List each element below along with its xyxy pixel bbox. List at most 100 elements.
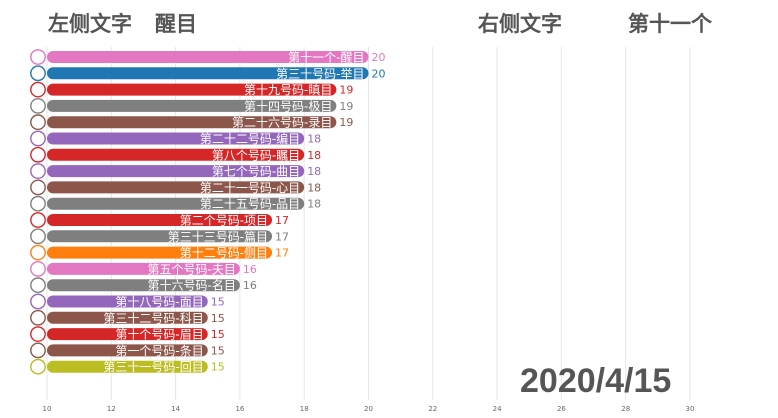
bar: [47, 99, 337, 112]
bar-row: 第十个号码-眉目 15: [30, 326, 225, 342]
bar-label: 第二十六号码-录目: [232, 116, 332, 130]
date-label: 2020/4/15: [520, 362, 672, 400]
avatar-icon: [30, 49, 46, 65]
bar-row: 第十一个-醒目 20: [30, 49, 386, 65]
bar-row: 第二十一号码-心目 18: [30, 179, 321, 196]
avatar-icon: [30, 65, 46, 82]
bar-value: 17: [275, 230, 289, 243]
avatar-icon: [30, 326, 46, 342]
avatar-icon: [30, 81, 46, 98]
bar-label: 第二十二号码-编目: [200, 131, 300, 146]
x-tick-label: 28: [621, 405, 630, 413]
bar: [47, 360, 208, 373]
bar: [47, 279, 240, 292]
bar: [47, 83, 337, 96]
bar-row: 第三十三号码-篇目 17: [30, 228, 289, 245]
x-tick-label: 30: [686, 405, 695, 413]
bar-label: 第十一个-醒目: [288, 51, 364, 65]
bar-row: 第二个号码-项目 17: [30, 212, 289, 228]
avatar-icon: [30, 277, 46, 294]
bar: [47, 116, 337, 129]
bar-row: 第三十号码-举目 20: [30, 65, 386, 82]
bar: [47, 246, 273, 259]
x-tick-label: 12: [107, 405, 116, 413]
x-tick-label: 24: [493, 405, 502, 413]
bar: [47, 328, 208, 341]
bar-value: 17: [275, 214, 289, 227]
bar-label: 第二个号码-项目: [180, 214, 268, 228]
avatar-icon: [30, 342, 46, 359]
x-tick-label: 10: [43, 405, 52, 413]
avatar-icon: [30, 260, 46, 277]
bar-row: 第二十六号码-录目 19: [30, 114, 353, 131]
bar-value: 15: [211, 328, 225, 341]
bar-label: 第十六号码-名目: [148, 278, 236, 293]
bar-value: 15: [211, 312, 225, 325]
bar: [47, 295, 208, 308]
bar-value: 18: [307, 198, 321, 211]
bar-label: 第七个号码-曲目: [212, 165, 300, 179]
bar: [47, 344, 208, 357]
bar-label: 第三十号码-举目: [276, 67, 364, 81]
bar-label: 第十四号码-极目: [244, 99, 332, 113]
bar-value: 18: [307, 181, 321, 194]
bar: [47, 132, 305, 145]
avatar-icon: [30, 228, 46, 245]
bar-value: 16: [243, 279, 257, 292]
avatar-icon: [30, 146, 46, 163]
x-tick-label: 22: [428, 405, 437, 413]
left-value: 醒目: [155, 12, 197, 36]
avatar-icon: [30, 98, 46, 114]
avatar-icon: [30, 195, 46, 212]
bar-label: 第五个号码-夫目: [148, 262, 236, 276]
bar-value: 15: [211, 361, 225, 374]
x-tick-label: 18: [300, 405, 309, 413]
tick-layer: 10 12 14 16 18 20 22 24 26 28 30: [43, 405, 695, 413]
bar-value: 17: [275, 247, 289, 260]
bar-row: 第二十五号码-品目 18: [30, 195, 321, 212]
bar-value: 19: [339, 84, 353, 97]
bar-value: 16: [243, 263, 257, 276]
bar-row: 第十二号码-侧目 17: [30, 244, 289, 261]
bar-row: 第八个号码-瞩目 18: [30, 146, 321, 163]
bar: [47, 51, 369, 63]
bar-row: 第一个号码-条目 15: [30, 342, 225, 359]
bar: [47, 165, 305, 178]
bar-value: 19: [339, 116, 353, 129]
bar-value: 15: [211, 296, 225, 309]
bar-label: 第十二号码-侧目: [180, 246, 268, 260]
bar-value: 18: [307, 165, 321, 178]
bar-row: 第三十一号码-回目 15: [30, 358, 225, 375]
bar-row: 第三十二号码-科目 15: [30, 309, 225, 326]
bar-row: 第十八号码-面目 15: [30, 293, 225, 310]
bar-value: 18: [307, 133, 321, 146]
bar-value: 20: [372, 51, 386, 64]
bar-label: 第十九号码-瞋目: [244, 83, 332, 97]
x-tick-label: 14: [171, 405, 180, 413]
bar-label: 第一个号码-条目: [115, 344, 203, 358]
x-tick-label: 26: [557, 405, 566, 413]
avatar-icon: [30, 244, 46, 261]
bar: [47, 214, 273, 226]
bar-value: 15: [211, 344, 225, 357]
bar-value: 19: [339, 100, 353, 113]
bar: [47, 148, 305, 161]
bar: [47, 311, 208, 324]
avatar-icon: [30, 114, 46, 131]
right-value: 第十一个: [628, 12, 712, 36]
bar-label: 第二十一号码-心目: [200, 181, 300, 195]
bar-value: 20: [372, 67, 386, 80]
avatar-icon: [30, 309, 46, 326]
bar-label: 第十个号码-眉目: [115, 328, 203, 342]
bar-label: 第十八号码-面目: [115, 295, 203, 309]
bar-label: 第三十一号码-回目: [103, 360, 203, 374]
bar-label: 第三十二号码-科目: [103, 311, 203, 325]
avatar-icon: [30, 293, 46, 310]
bar: [47, 67, 369, 80]
bar: [47, 230, 273, 243]
bar: [47, 262, 240, 275]
avatar-icon: [30, 130, 46, 147]
bar-row: 第十六号码-名目 16: [30, 277, 257, 294]
right-label: 右侧文字: [478, 12, 562, 36]
